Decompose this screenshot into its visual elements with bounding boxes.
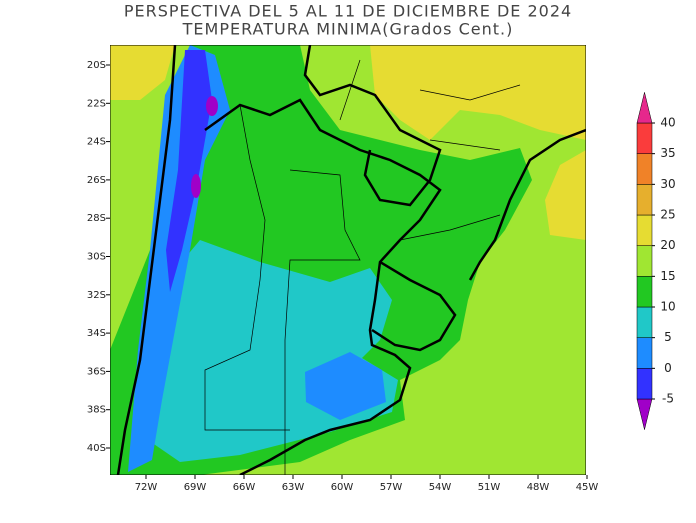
colorbar-band: [636, 153, 653, 185]
longitude-label: 63W: [282, 482, 305, 493]
colorbar-band: [636, 306, 653, 338]
latitude-label: 26S: [87, 175, 106, 186]
colorbar-low: [636, 398, 653, 430]
title: PERSPECTIVA DEL 5 AL 11 DE DICIEMBRE DE …: [124, 2, 572, 21]
latitude-label: 40S: [87, 443, 106, 454]
colorbar-band: [636, 122, 653, 154]
colorbar-band: [636, 276, 653, 308]
colorbar-label: 25: [660, 208, 675, 222]
colorbar-label: 30: [660, 177, 675, 191]
longitude-label: 48W: [527, 482, 550, 493]
colorbar-label: 0: [664, 361, 672, 375]
latitude-label: 22S: [87, 98, 106, 109]
longitude-label: 69W: [184, 482, 207, 493]
latitude-label: 38S: [87, 405, 106, 416]
colorbar-label: 10: [660, 300, 675, 314]
latitude-label: 28S: [87, 213, 106, 224]
longitude-label: 66W: [233, 482, 256, 493]
colorbar-label: 15: [660, 269, 675, 283]
latitude-label: 20S: [87, 60, 106, 71]
colorbar-high: [636, 92, 653, 124]
longitude-label: 60W: [331, 482, 354, 493]
colorbar-label: -5: [662, 392, 674, 406]
colorbar-label: 40: [660, 116, 675, 130]
colorbar-band: [636, 337, 653, 369]
longitude-label: 54W: [429, 482, 452, 493]
longitude-label: 51W: [478, 482, 501, 493]
colorbar-band: [636, 214, 653, 246]
map: [110, 45, 586, 475]
subtitle: TEMPERATURA MINIMA(Grados Cent.): [182, 20, 514, 39]
colorbar-label: 5: [664, 330, 672, 344]
colorbar-band: [636, 245, 653, 277]
latitude-label: 24S: [87, 137, 106, 148]
latitude-label: 36S: [87, 366, 106, 377]
latitude-label: 32S: [87, 290, 106, 301]
colorbar-band: [636, 368, 653, 400]
longitude-label: 72W: [135, 482, 158, 493]
latitude-label: 34S: [87, 328, 106, 339]
longitude-label: 45W: [576, 482, 599, 493]
latitude-label: 30S: [87, 252, 106, 263]
colorbar-band: [636, 184, 653, 216]
colorbar-label: 35: [660, 146, 675, 160]
longitude-label: 57W: [380, 482, 403, 493]
colorbar-label: 20: [660, 238, 675, 252]
